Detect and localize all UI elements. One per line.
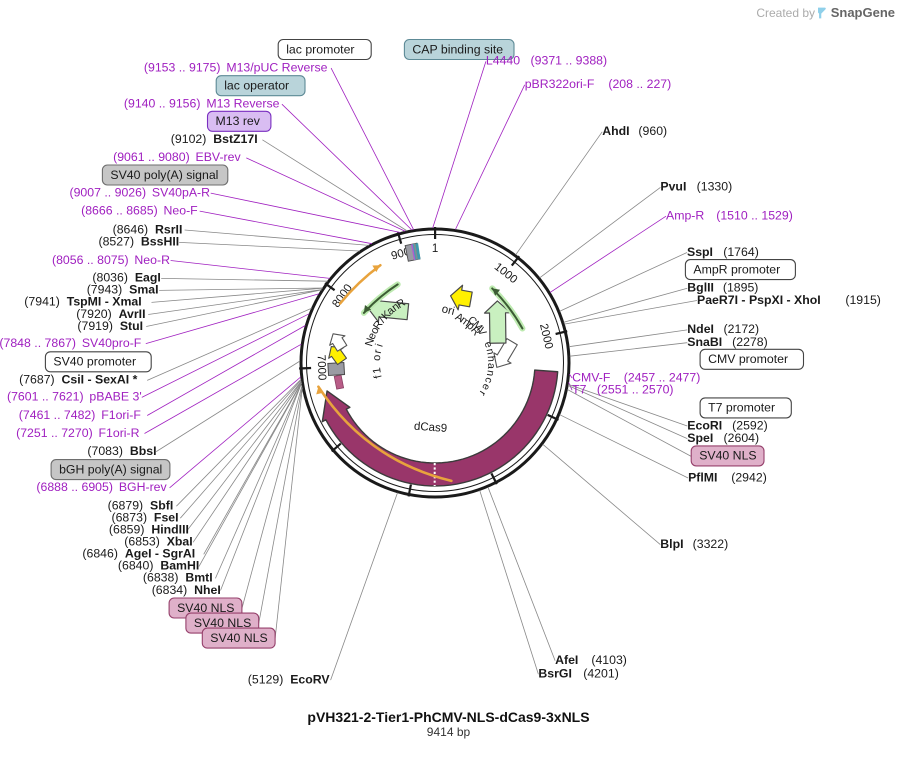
svg-text:T7 promoter: T7 promoter [708,401,775,415]
svg-text:(7251 .. 7270): (7251 .. 7270) [16,426,93,440]
svg-text:BlpI: BlpI [660,537,683,551]
svg-text:(4103): (4103) [581,653,627,667]
svg-text:(2604): (2604) [713,431,759,445]
svg-text:AhdI: AhdI [602,124,629,138]
svg-text:ori: ori [440,303,455,318]
svg-text:(4201): (4201) [573,666,619,680]
svg-text:(8056 .. 8075): (8056 .. 8075) [52,253,129,267]
svg-text:BbsI: BbsI [123,444,156,458]
svg-text:(2551 .. 2570): (2551 .. 2570) [587,382,674,396]
svg-text:1: 1 [371,367,384,375]
svg-text:1000: 1000 [492,261,520,286]
svg-text:(2278): (2278) [722,335,768,349]
svg-text:(1510 .. 1529): (1510 .. 1529) [706,208,793,222]
svg-text:SspI: SspI [687,245,713,259]
svg-text:PflMI: PflMI [688,470,717,484]
svg-text:bGH poly(A) signal: bGH poly(A) signal [59,462,162,476]
svg-text:(7083): (7083) [87,444,123,458]
svg-text:(9371 .. 9388): (9371 .. 9388) [520,54,607,68]
svg-text:NheI: NheI [187,583,220,597]
svg-text:StuI: StuI [113,319,143,333]
svg-text:(1915): (1915) [835,293,881,307]
svg-text:T7: T7 [572,382,587,396]
svg-text:1: 1 [432,243,438,255]
svg-text:(960): (960) [628,124,667,138]
svg-text:pBABE 3': pBABE 3' [83,390,142,404]
svg-text:(9140 .. 9156): (9140 .. 9156) [124,96,201,110]
svg-text:(7601 .. 7621): (7601 .. 7621) [7,390,84,404]
svg-text:BstZ17I: BstZ17I [206,132,257,146]
svg-text:CsiI - SexAI *: CsiI - SexAI * [55,373,138,387]
svg-text:(6846): (6846) [82,547,118,561]
svg-text:h: h [485,355,497,362]
svg-text:(7919): (7919) [77,319,113,333]
svg-text:L4440: L4440 [486,54,520,68]
svg-text:(7687): (7687) [19,373,55,387]
svg-text:PaeR7I - PspXI - XhoI: PaeR7I - PspXI - XhoI [697,293,821,307]
svg-text:BGH-rev: BGH-rev [112,480,168,494]
svg-text:SV40 NLS: SV40 NLS [177,601,234,615]
svg-text:M13 rev: M13 rev [216,114,261,128]
svg-text:Neo-F: Neo-F [157,203,198,217]
svg-text:SV40pA-R: SV40pA-R [145,185,210,199]
svg-text:M13/pUC Reverse: M13/pUC Reverse [220,60,328,74]
svg-text:i: i [374,342,386,348]
svg-text:(8527): (8527) [99,235,135,249]
svg-text:EcoRV: EcoRV [283,672,330,686]
svg-text:SV40pro-F: SV40pro-F [75,336,142,350]
svg-text:(6888 .. 6905): (6888 .. 6905) [36,480,113,494]
svg-text:(9153 .. 9175): (9153 .. 9175) [144,60,221,74]
svg-text:r: r [372,348,385,354]
svg-text:BssHII: BssHII [134,235,179,249]
svg-text:(8666 .. 8685): (8666 .. 8685) [81,203,158,217]
svg-text:7000: 7000 [315,355,328,381]
svg-text:2000: 2000 [537,323,555,351]
svg-text:AmpR promoter: AmpR promoter [693,262,780,276]
svg-text:SV40 poly(A) signal: SV40 poly(A) signal [110,168,218,182]
svg-text:o: o [371,354,383,361]
svg-text:F1ori-R: F1ori-R [92,426,140,440]
svg-text:(7941): (7941) [24,295,60,309]
svg-text:AfeI: AfeI [555,653,578,667]
svg-text:SnaBI: SnaBI [687,335,722,349]
svg-text:8000: 8000 [330,282,355,310]
svg-text:lac promoter: lac promoter [286,42,354,56]
svg-text:M13 Reverse: M13 Reverse [200,96,280,110]
svg-text:(5129): (5129) [248,672,284,686]
svg-text:CMV promoter: CMV promoter [708,352,788,366]
svg-text:(2942): (2942) [721,470,767,484]
svg-text:(9061 .. 9080): (9061 .. 9080) [113,150,190,164]
svg-text:dCas9: dCas9 [413,421,447,435]
svg-text:F1ori-F: F1ori-F [94,408,141,422]
svg-text:(1764): (1764) [713,245,759,259]
svg-text:Amp-R: Amp-R [666,208,704,222]
svg-text:(9007 .. 9026): (9007 .. 9026) [70,185,147,199]
svg-text:(3322): (3322) [682,537,728,551]
svg-text:lac operator: lac operator [224,78,289,92]
svg-text:Neo-R: Neo-R [128,253,170,267]
svg-text:BsrGI: BsrGI [538,666,572,680]
svg-text:SV40 NLS: SV40 NLS [699,449,756,463]
svg-text:(208 .. 227): (208 .. 227) [598,77,671,91]
svg-text:SpeI: SpeI [687,431,713,445]
svg-text:(7848 .. 7867): (7848 .. 7867) [0,336,76,350]
svg-text:(7461 .. 7482): (7461 .. 7482) [19,408,96,422]
svg-text:a: a [485,363,497,370]
svg-text:(9102): (9102) [171,132,207,146]
svg-text:EBV-rev: EBV-rev [189,150,242,164]
svg-text:(1330): (1330) [686,180,732,194]
svg-text:SV40 NLS: SV40 NLS [210,631,267,645]
svg-text:(6834): (6834) [152,583,188,597]
svg-text:SV40 NLS: SV40 NLS [194,616,251,630]
svg-text:PvuI: PvuI [660,180,686,194]
svg-text:SV40 promoter: SV40 promoter [53,355,136,369]
svg-text:pBR322ori-F: pBR322ori-F [525,77,595,91]
